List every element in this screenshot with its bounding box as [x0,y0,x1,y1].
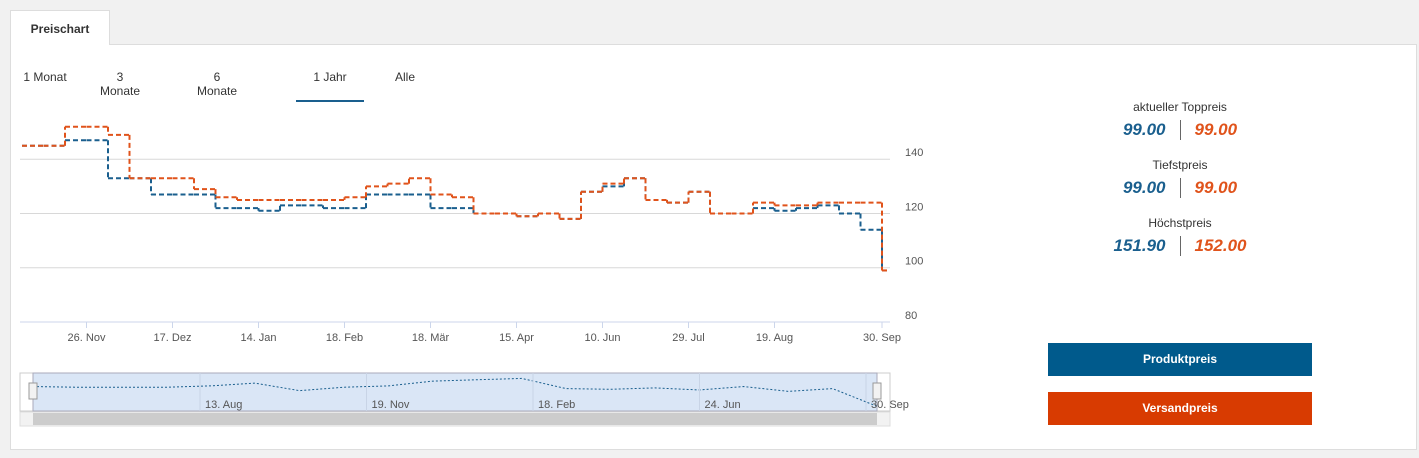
x-tick-label: 29. Jul [672,332,704,344]
y-tick-label: 80 [905,310,917,322]
y-tick-label: 120 [905,201,923,213]
separator [1179,178,1181,198]
range-button[interactable]: 1 Monat [23,70,67,84]
stats: aktueller Toppreis 99.00 99.00 Tiefstpreis 9… [1050,100,1310,274]
stat-values: 151.90 152.00 [1050,236,1310,256]
navigator-label: 24. Jun [705,399,741,411]
separator [1179,120,1181,140]
x-tick-label: 26. Nov [68,332,106,344]
x-tick-label: 14. Jan [240,332,276,344]
range-button[interactable]: 1 Jahr [296,66,364,102]
x-tick-label: 19. Aug [756,332,793,344]
stat-label: aktueller Toppreis [1133,100,1227,114]
stat-values: 99.00 99.00 [1050,120,1310,140]
stat-label: Tiefstpreis [1152,158,1208,172]
stat-value: 99.00 [1194,178,1238,197]
stat-block: Tiefstpreis 99.00 99.00 [1050,158,1310,198]
navigator-label: 18. Feb [538,399,575,411]
x-tick-label: 17. Dez [154,332,192,344]
range-selector: 1 Monat 3 Monate 6 Monate 1 Jahr Alle [20,66,440,102]
chart: 80 100 120 140 26. Nov 17. Dez 14. Jan 18. Feb 1… [19,125,923,427]
stat-value: 99.00 [1122,178,1166,197]
navigator-label: 13. Aug [205,399,242,411]
range-button[interactable]: 3 Monate [99,70,141,98]
tab[interactable]: Preischart [10,10,110,45]
navigator-label: 19. Nov [372,399,410,411]
separator [1179,236,1181,256]
y-tick-label: 140 [905,147,923,159]
navigator-range [32,372,878,412]
legend-button[interactable]: Produktpreis [1048,343,1312,376]
x-tick-label: 10. Jun [584,332,620,344]
legend-button[interactable]: Versandpreis [1048,392,1312,425]
stat-label: Höchstpreis [1148,216,1212,230]
y-tick-label: 100 [905,256,923,268]
navigator-handle[interactable] [28,382,38,400]
navigator-handle[interactable] [872,382,882,400]
stat-value: 99.00 [1122,120,1166,139]
stat-block: Höchstpreis 151.90 152.00 [1050,216,1310,256]
stat-value: 99.00 [1194,120,1238,139]
stat-block: aktueller Toppreis 99.00 99.00 [1050,100,1310,140]
x-tick-label: 18. Mär [412,332,450,344]
navigator-line [32,377,878,407]
stat-value: 151.90 [1113,236,1166,255]
stat-value: 152.00 [1194,236,1247,255]
stat-values: 99.00 99.00 [1050,178,1310,198]
range-button[interactable]: Alle [394,70,415,84]
range-button[interactable]: 6 Monate [196,70,238,98]
x-tick-label: 15. Apr [499,332,534,344]
x-tick-label: 30. Sep [863,332,901,344]
scrollbar-thumb[interactable] [33,413,877,425]
x-tick-label: 18. Feb [326,332,363,344]
navigator-label: 30. Sep [871,399,909,411]
